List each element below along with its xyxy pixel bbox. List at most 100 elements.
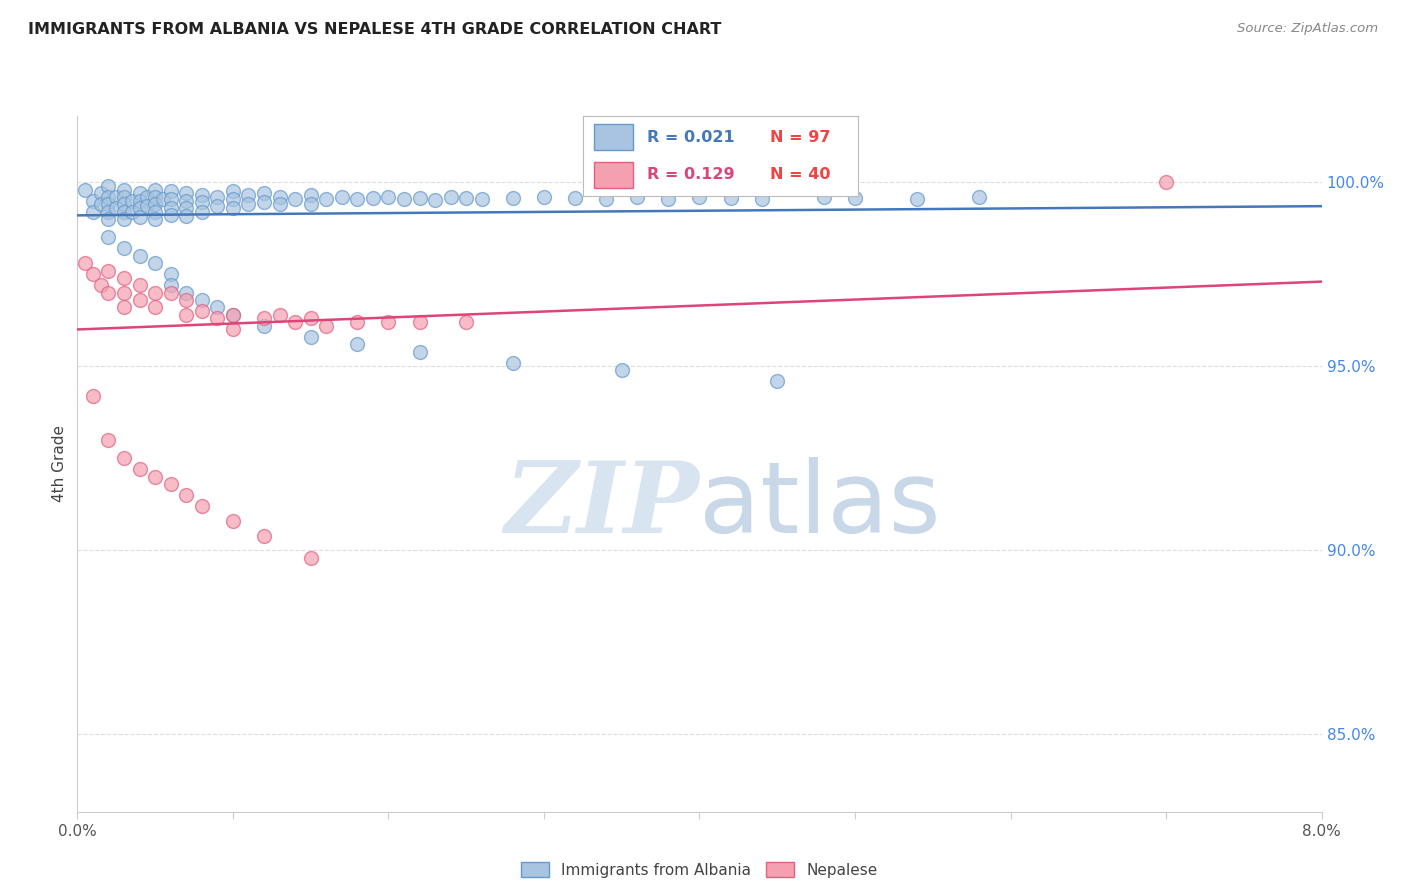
Point — [97, 285, 120, 300]
Point — [392, 192, 415, 206]
Point — [377, 190, 399, 204]
Point — [595, 192, 617, 206]
Point — [502, 356, 524, 370]
Point — [408, 344, 430, 359]
Point — [253, 528, 276, 542]
Text: R = 0.021: R = 0.021 — [647, 129, 734, 145]
Point — [751, 192, 773, 206]
Point — [143, 183, 166, 197]
Point — [346, 337, 368, 351]
Text: N = 40: N = 40 — [770, 167, 831, 182]
Point — [720, 191, 742, 205]
Point — [222, 185, 245, 199]
Point — [121, 204, 143, 219]
Point — [191, 195, 214, 210]
Point — [222, 308, 245, 322]
Point — [143, 469, 166, 483]
Point — [112, 285, 135, 300]
Point — [471, 192, 494, 206]
Point — [207, 311, 229, 326]
Point — [269, 190, 291, 204]
Point — [159, 201, 181, 215]
Point — [174, 488, 197, 502]
Point — [174, 194, 197, 208]
Point — [766, 374, 789, 388]
Point — [174, 201, 197, 215]
Point — [97, 190, 120, 204]
Point — [90, 197, 112, 211]
Point — [377, 315, 399, 329]
Point — [502, 191, 524, 205]
Point — [456, 191, 478, 205]
Point — [128, 194, 150, 208]
Point — [97, 178, 120, 193]
Point — [90, 278, 112, 293]
Point — [626, 190, 648, 204]
Legend: Immigrants from Albania, Nepalese: Immigrants from Albania, Nepalese — [516, 856, 883, 884]
Point — [143, 190, 166, 204]
Point — [253, 195, 276, 210]
Point — [299, 311, 322, 326]
Point — [128, 462, 150, 476]
Point — [174, 186, 197, 201]
Point — [112, 190, 135, 204]
Point — [75, 183, 97, 197]
Point — [191, 204, 214, 219]
Point — [159, 477, 181, 491]
Point — [143, 256, 166, 270]
Bar — [595, 161, 633, 188]
Point — [269, 197, 291, 211]
Point — [128, 186, 150, 201]
Point — [440, 190, 463, 204]
Point — [284, 192, 307, 206]
Point — [143, 285, 166, 300]
Text: R = 0.129: R = 0.129 — [647, 167, 734, 182]
Point — [191, 304, 214, 318]
Point — [222, 201, 245, 215]
Point — [222, 514, 245, 528]
Point — [159, 208, 181, 222]
Point — [128, 249, 150, 263]
Y-axis label: 4th Grade: 4th Grade — [52, 425, 67, 502]
Point — [269, 308, 291, 322]
Point — [128, 278, 150, 293]
Point — [844, 191, 866, 205]
Point — [1154, 175, 1177, 189]
Point — [284, 315, 307, 329]
Point — [143, 204, 166, 219]
Text: ZIP: ZIP — [505, 458, 700, 554]
Point — [610, 363, 633, 377]
Point — [97, 197, 120, 211]
Text: N = 97: N = 97 — [770, 129, 831, 145]
Point — [253, 311, 276, 326]
Point — [238, 197, 260, 211]
Point — [97, 263, 120, 277]
Point — [112, 197, 135, 211]
Point — [253, 318, 276, 333]
Point — [112, 242, 135, 256]
Point — [346, 315, 368, 329]
Point — [112, 451, 135, 466]
Point — [191, 499, 214, 513]
Point — [315, 192, 337, 206]
Point — [299, 550, 322, 565]
Point — [456, 315, 478, 329]
Point — [657, 192, 679, 206]
Point — [564, 191, 586, 205]
Point — [159, 267, 181, 281]
Point — [315, 318, 337, 333]
Point — [105, 201, 128, 215]
Point — [82, 194, 104, 208]
Point — [689, 190, 711, 204]
Point — [105, 190, 128, 204]
Point — [174, 285, 197, 300]
Point — [143, 197, 166, 211]
Point — [82, 267, 104, 281]
Text: atlas: atlas — [700, 457, 941, 554]
Point — [128, 293, 150, 307]
Point — [191, 188, 214, 202]
Point — [423, 193, 446, 207]
Point — [159, 185, 181, 199]
Point — [533, 190, 555, 204]
Point — [191, 293, 214, 307]
